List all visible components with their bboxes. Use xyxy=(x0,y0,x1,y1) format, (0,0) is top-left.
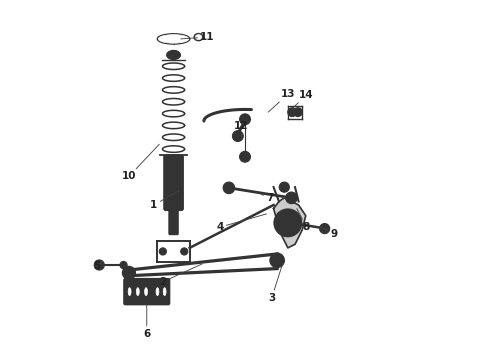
Ellipse shape xyxy=(145,288,147,296)
Circle shape xyxy=(279,214,296,231)
Circle shape xyxy=(288,108,296,116)
Ellipse shape xyxy=(196,35,202,40)
Ellipse shape xyxy=(157,34,190,44)
Ellipse shape xyxy=(128,288,131,296)
Ellipse shape xyxy=(163,288,166,296)
Text: 4: 4 xyxy=(216,214,267,232)
Text: 7: 7 xyxy=(261,193,274,203)
Circle shape xyxy=(232,131,243,141)
Circle shape xyxy=(294,108,302,116)
Ellipse shape xyxy=(155,284,160,299)
Circle shape xyxy=(274,209,301,237)
Circle shape xyxy=(223,182,235,194)
Polygon shape xyxy=(273,198,306,248)
Ellipse shape xyxy=(162,284,168,299)
Circle shape xyxy=(120,261,127,269)
Text: 14: 14 xyxy=(292,90,314,109)
Circle shape xyxy=(122,266,135,279)
Ellipse shape xyxy=(127,284,132,299)
Circle shape xyxy=(284,219,292,226)
Circle shape xyxy=(181,248,188,255)
Circle shape xyxy=(159,248,167,255)
FancyBboxPatch shape xyxy=(164,155,183,210)
Text: 13: 13 xyxy=(268,89,295,112)
Text: 12: 12 xyxy=(234,121,249,137)
Circle shape xyxy=(286,192,297,203)
Circle shape xyxy=(94,260,104,270)
Circle shape xyxy=(279,182,289,192)
Text: 9: 9 xyxy=(320,226,337,239)
Circle shape xyxy=(319,224,330,234)
Text: 10: 10 xyxy=(122,144,159,181)
Ellipse shape xyxy=(194,33,203,41)
Ellipse shape xyxy=(136,288,139,296)
Ellipse shape xyxy=(158,35,189,43)
Circle shape xyxy=(240,152,250,162)
Text: 11: 11 xyxy=(181,32,215,42)
Circle shape xyxy=(270,253,284,267)
FancyBboxPatch shape xyxy=(124,279,170,305)
Circle shape xyxy=(240,114,250,125)
Text: 5: 5 xyxy=(93,261,103,271)
Ellipse shape xyxy=(135,284,141,299)
Ellipse shape xyxy=(167,50,180,59)
Text: 6: 6 xyxy=(143,305,150,339)
Text: 3: 3 xyxy=(268,264,283,303)
Text: 1: 1 xyxy=(150,191,179,210)
FancyBboxPatch shape xyxy=(169,206,178,235)
Text: 2: 2 xyxy=(159,264,202,287)
Ellipse shape xyxy=(143,284,149,299)
FancyBboxPatch shape xyxy=(140,285,151,298)
Ellipse shape xyxy=(156,288,159,296)
Text: 8: 8 xyxy=(297,208,310,232)
